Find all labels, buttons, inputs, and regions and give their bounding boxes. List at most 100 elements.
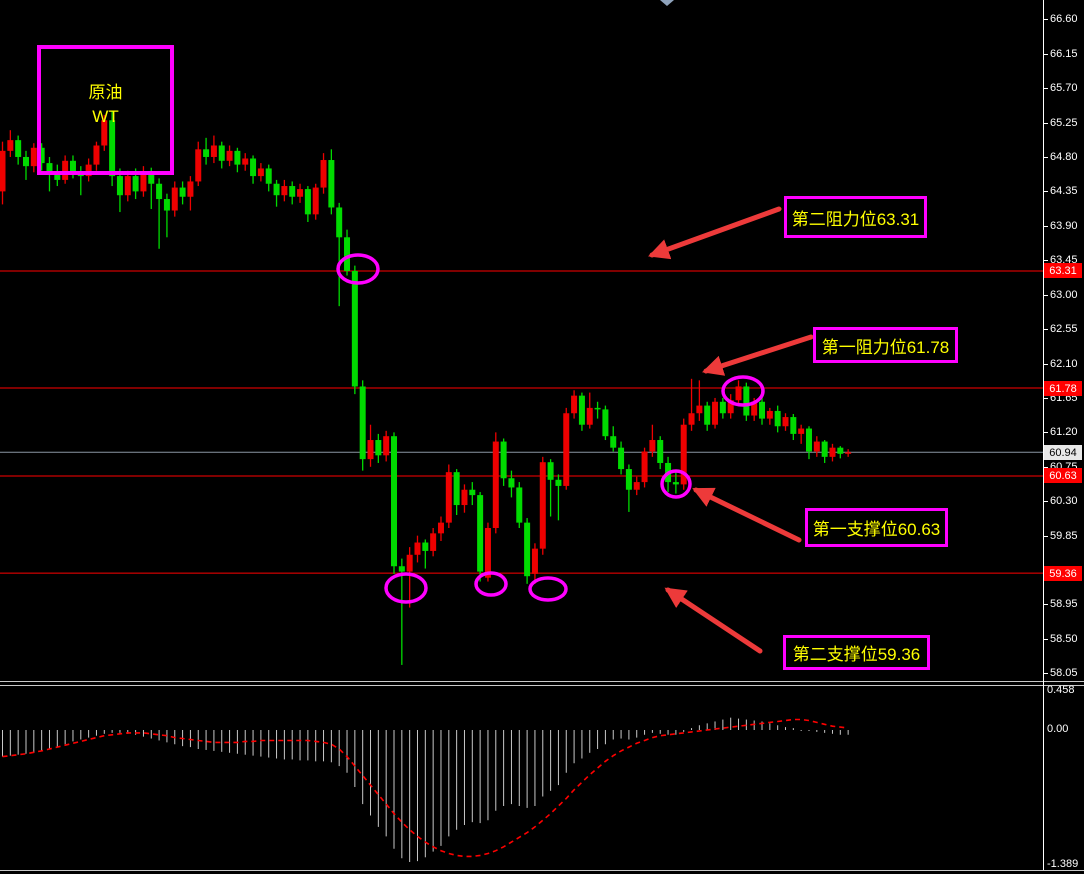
candle-body: [359, 386, 366, 460]
candle-body: [594, 407, 601, 410]
candle-body: [250, 158, 257, 177]
candle-body: [712, 401, 719, 425]
candle-body: [633, 482, 640, 490]
candle-body: [516, 487, 523, 523]
price-tick-mark: [1044, 226, 1048, 227]
candle-body: [156, 183, 163, 200]
candle-body: [320, 160, 327, 188]
price-tick-mark: [1044, 88, 1048, 89]
price-tick-label: 58.05: [1050, 667, 1078, 679]
candle-body: [477, 495, 484, 572]
price-tick-mark: [1044, 639, 1048, 640]
candle-body: [226, 150, 233, 161]
candle-body: [571, 395, 578, 414]
resistance2-annotation-box[interactable]: 第二阻力位63.31: [784, 196, 927, 238]
price-tick-label: 58.50: [1050, 633, 1078, 645]
candle-body: [430, 533, 437, 551]
candle-body: [524, 522, 531, 577]
candle-body: [469, 489, 476, 496]
candle-body: [805, 428, 812, 452]
candle-body: [242, 158, 249, 165]
price-tick-label: 66.60: [1050, 13, 1078, 25]
candle-body: [445, 472, 452, 523]
candle-body: [547, 462, 554, 480]
candle-body: [555, 479, 562, 486]
symbol-annotation-box[interactable]: 原油 WT: [37, 45, 174, 175]
resistance1-annotation-box[interactable]: 第一阻力位61.78: [813, 327, 958, 363]
resistance2-label: 第二阻力位63.31: [791, 209, 920, 229]
candle-body: [845, 452, 852, 454]
candle-body: [563, 413, 570, 486]
highlight-ellipse[interactable]: [474, 571, 508, 597]
candle-body: [414, 542, 421, 555]
candle-body: [132, 176, 139, 192]
candle-body: [727, 400, 734, 414]
support1-label: 第一支撑位60.63: [812, 520, 941, 539]
price-tick-mark: [1044, 673, 1048, 674]
candle-body: [101, 120, 108, 146]
candle-body: [15, 140, 22, 157]
highlight-ellipse[interactable]: [336, 253, 380, 285]
price-tick-label: 62.10: [1050, 358, 1078, 370]
symbol-name-line1: 原油: [88, 83, 123, 102]
candle-body: [163, 199, 170, 211]
price-tick-label: 65.70: [1050, 82, 1078, 94]
candle-body: [234, 150, 241, 165]
candle-body: [751, 401, 758, 416]
signal-line: [2, 718, 849, 858]
candle-body: [351, 270, 358, 387]
candle-body: [171, 187, 178, 211]
candle-body: [641, 451, 648, 483]
candle-body: [798, 428, 805, 434]
candle-body: [586, 407, 593, 425]
candle-body: [54, 173, 61, 180]
candle-body: [829, 447, 836, 457]
symbol-name-line2: WT: [92, 107, 119, 126]
candle-body: [625, 469, 632, 490]
indicator-canvas[interactable]: [0, 684, 1084, 870]
candle-body: [453, 472, 460, 506]
highlight-ellipse[interactable]: [384, 572, 428, 604]
candle-body: [461, 489, 468, 506]
candle-body: [304, 189, 311, 215]
candle-body: [148, 172, 155, 184]
candle-body: [688, 413, 695, 425]
support1-annotation-box[interactable]: 第一支撑位60.63: [805, 508, 948, 547]
candle-body: [821, 441, 828, 457]
price-tick-label: 64.35: [1050, 185, 1078, 197]
price-tick-label: 63.90: [1050, 220, 1078, 232]
candle-body: [735, 386, 742, 401]
candle-body: [195, 149, 202, 182]
highlight-ellipse[interactable]: [660, 469, 692, 499]
price-axis-line: [1043, 0, 1044, 870]
candle-body: [782, 417, 789, 427]
candle-body: [7, 140, 14, 151]
pane-splitter-top[interactable]: [0, 681, 1084, 682]
candle-body: [297, 189, 304, 197]
price-tick-mark: [1044, 191, 1048, 192]
indicator-min-label: -1.389: [1047, 858, 1079, 870]
candle-body: [116, 176, 123, 196]
candle-body: [531, 548, 538, 574]
candle-body: [492, 441, 499, 528]
candle-body: [375, 440, 382, 456]
candle-body: [837, 447, 844, 454]
price-chart-canvas[interactable]: [0, 0, 1084, 681]
pane-splitter-bottom[interactable]: [0, 685, 1084, 686]
candle-body: [281, 186, 288, 196]
candle-body: [0, 150, 6, 192]
candle-body: [539, 462, 546, 549]
candle-body: [312, 187, 319, 215]
candle-body: [344, 237, 351, 271]
candle-body: [203, 149, 210, 157]
candle-body: [69, 160, 76, 173]
candle-body: [790, 417, 797, 434]
current-price-tag: 60.94: [1044, 445, 1082, 460]
highlight-ellipse[interactable]: [528, 576, 568, 602]
highlight-ellipse[interactable]: [721, 375, 765, 407]
price-tick-label: 60.30: [1050, 495, 1078, 507]
candle-body: [367, 440, 374, 460]
support2-annotation-box[interactable]: 第二支撑位59.36: [783, 635, 930, 670]
candle-body: [93, 145, 100, 165]
